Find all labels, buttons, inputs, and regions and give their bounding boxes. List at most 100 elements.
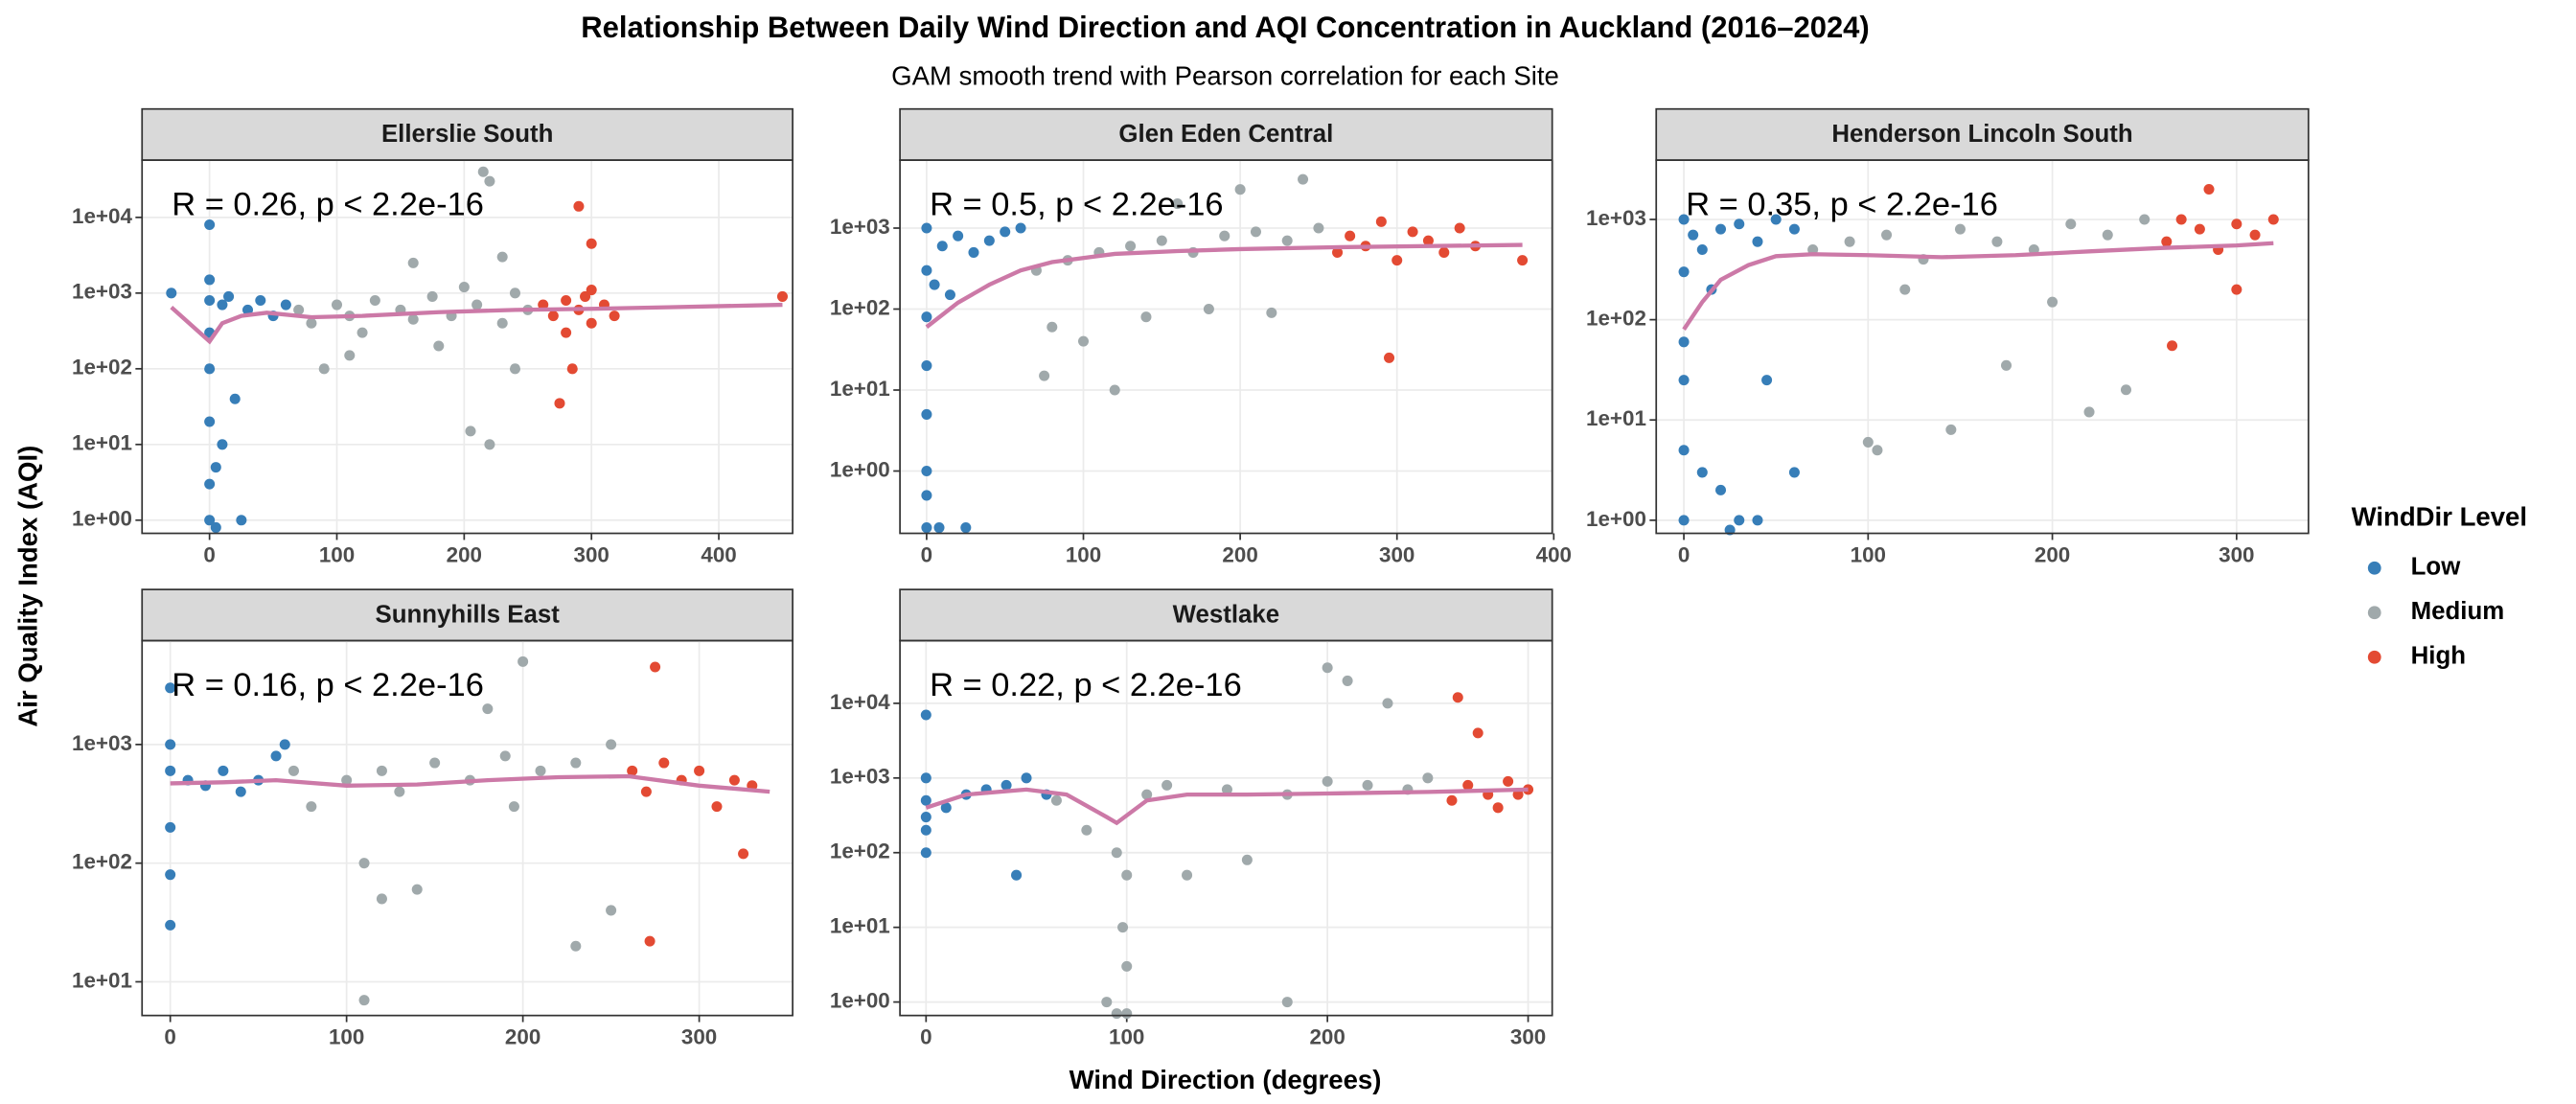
- strip-label: Glen Eden Central: [1118, 121, 1333, 148]
- x-tick-label: 200: [1222, 543, 1257, 567]
- y-tick-label: 1e+01: [830, 377, 890, 401]
- x-tick-label: 300: [1379, 543, 1414, 567]
- y-tick-label: 1e+01: [1586, 406, 1646, 430]
- data-point: [496, 317, 508, 329]
- smooth-line: [170, 773, 770, 794]
- data-point: [407, 257, 419, 268]
- data-point: [929, 279, 940, 290]
- data-point: [1221, 784, 1232, 795]
- panel-background: [142, 640, 794, 1016]
- data-point: [580, 290, 591, 302]
- data-point: [1172, 198, 1184, 210]
- x-tick-label: 300: [574, 543, 610, 567]
- data-point: [1492, 802, 1504, 814]
- data-point: [165, 821, 176, 833]
- y-tick-label: 1e+01: [72, 968, 132, 992]
- legend-label: Medium: [2411, 598, 2505, 625]
- x-tick-label: 200: [1309, 1025, 1345, 1049]
- data-point: [921, 465, 932, 477]
- data-point: [279, 739, 290, 750]
- data-point: [1991, 236, 2003, 247]
- data-point: [1015, 222, 1026, 234]
- annotation: R = 0.5, p < 2.2e-16: [930, 186, 1223, 222]
- panel-background: [142, 160, 794, 534]
- data-point: [166, 288, 177, 299]
- data-point: [921, 490, 932, 501]
- x-axis-label: Wind Direction (degrees): [1070, 1065, 1382, 1094]
- data-point: [204, 218, 216, 231]
- data-point: [1345, 230, 1356, 242]
- data-point: [1678, 214, 1690, 225]
- data-point: [711, 801, 723, 813]
- data-point: [1678, 445, 1690, 456]
- data-point: [920, 812, 932, 823]
- data-point: [1121, 1008, 1133, 1020]
- data-point: [499, 750, 511, 762]
- data-point: [1761, 375, 1773, 386]
- data-point: [2102, 229, 2113, 241]
- y-tick-label: 1e+02: [830, 840, 890, 863]
- x-tick-label: 400: [1536, 543, 1572, 567]
- data-point: [1503, 775, 1514, 787]
- data-point: [1954, 223, 1966, 235]
- data-point: [429, 757, 441, 769]
- data-point: [1752, 515, 1763, 526]
- data-point: [586, 285, 597, 296]
- y-tick-label: 1e+01: [830, 914, 890, 938]
- subtitle: GAM smooth trend with Pearson correlatio…: [891, 60, 1559, 90]
- data-point: [1770, 214, 1782, 225]
- y-tick-label: 1e+03: [72, 280, 132, 304]
- data-point: [960, 522, 972, 534]
- data-point: [472, 299, 483, 310]
- data-point: [1234, 184, 1246, 196]
- data-point: [1844, 236, 1855, 247]
- data-point: [953, 230, 964, 242]
- legend-title: WindDir Level: [2352, 501, 2527, 531]
- data-point: [640, 786, 652, 797]
- title: Relationship Between Daily Wind Directio…: [581, 11, 1869, 44]
- data-point: [1446, 794, 1458, 806]
- smooth-line: [925, 242, 1523, 329]
- strip-background: [141, 107, 794, 161]
- data-point: [165, 869, 176, 881]
- data-point: [165, 765, 176, 776]
- data-point: [920, 709, 932, 721]
- data-point: [407, 313, 419, 325]
- data-point: [236, 515, 247, 526]
- y-tick-label: 1e+00: [72, 507, 132, 531]
- data-point: [921, 522, 932, 534]
- data-point: [1452, 692, 1463, 703]
- strip-label: Ellerslie South: [381, 121, 553, 148]
- y-tick-label: 1e+00: [830, 989, 890, 1013]
- data-point: [2231, 218, 2242, 230]
- annotation: R = 0.16, p < 2.2e-16: [172, 667, 484, 703]
- x-tick-label: 300: [1510, 1025, 1546, 1049]
- data-point: [1734, 515, 1745, 526]
- data-point: [1156, 235, 1167, 246]
- data-point: [2231, 284, 2242, 295]
- data-point: [920, 824, 932, 836]
- data-point: [465, 426, 476, 437]
- y-tick-label: 1e+00: [1586, 507, 1646, 531]
- data-point: [1422, 235, 1434, 246]
- data-point: [1462, 779, 1474, 791]
- data-point: [936, 241, 948, 252]
- data-point: [1140, 311, 1152, 323]
- data-point: [1162, 779, 1173, 791]
- data-point: [165, 919, 176, 931]
- data-point: [2249, 229, 2261, 241]
- data-point: [920, 847, 932, 859]
- data-point: [554, 398, 565, 409]
- data-point: [1384, 352, 1395, 363]
- data-point: [983, 235, 995, 246]
- data-point: [508, 801, 519, 813]
- data-point: [1101, 997, 1113, 1008]
- data-point: [165, 739, 176, 750]
- data-point: [204, 294, 216, 306]
- data-point: [586, 317, 597, 329]
- data-point: [229, 393, 241, 404]
- data-point: [204, 515, 216, 526]
- data-point: [738, 848, 749, 860]
- data-point: [573, 200, 585, 212]
